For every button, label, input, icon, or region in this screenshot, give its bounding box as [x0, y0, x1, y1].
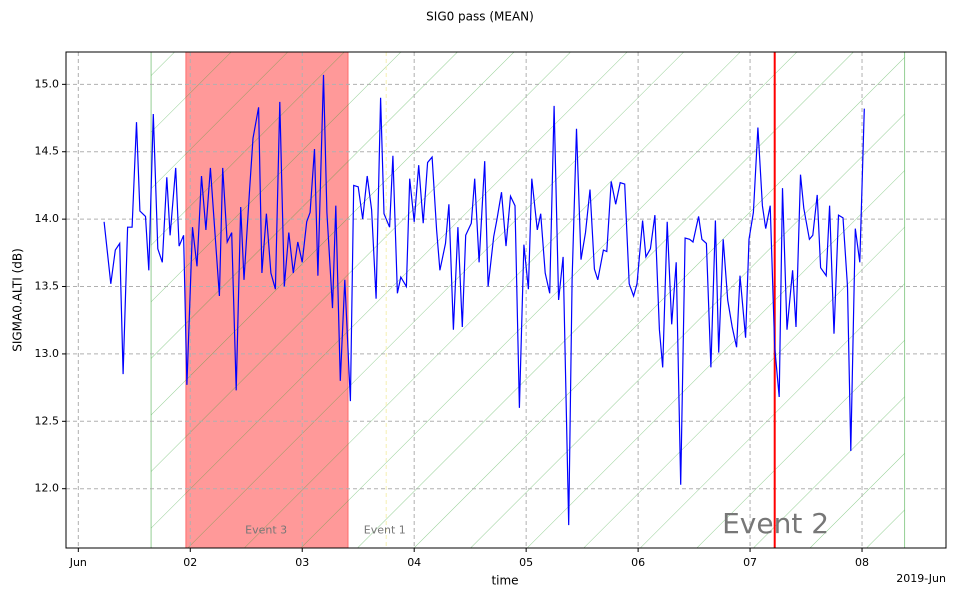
x-tick-label: 08 [855, 556, 869, 569]
annotation: Event 2 [722, 507, 829, 540]
x-tick-label: 02 [183, 556, 197, 569]
x-tick-label: 06 [631, 556, 645, 569]
annotation: Event 3 [245, 523, 287, 536]
y-tick-label: 14.5 [35, 145, 60, 158]
x-tick-label: 05 [519, 556, 533, 569]
data-line [103, 74, 865, 526]
x-axis-label: time [491, 574, 518, 588]
y-tick-label: 14.0 [35, 212, 60, 225]
x-tick-label: 07 [743, 556, 757, 569]
x-offset-label: 2019-Jun [896, 572, 946, 585]
y-tick-label: 12.0 [35, 482, 60, 495]
hatched-span [150, 51, 906, 549]
x-tick-label: 03 [295, 556, 309, 569]
y-axis-label: SIGMA0.ALTI (dB) [11, 248, 25, 352]
chart-title: SIG0 pass (MEAN) [426, 10, 534, 24]
y-tick-label: 13.0 [35, 347, 60, 360]
x-tick-label: 04 [407, 556, 421, 569]
y-tick-label: 15.0 [35, 77, 60, 90]
axes-frame [65, 51, 947, 549]
x-tick-label: Jun [69, 556, 87, 569]
y-tick-label: 13.5 [35, 280, 60, 293]
y-tick-label: 12.5 [35, 414, 60, 427]
annotation: Event 1 [364, 523, 406, 536]
